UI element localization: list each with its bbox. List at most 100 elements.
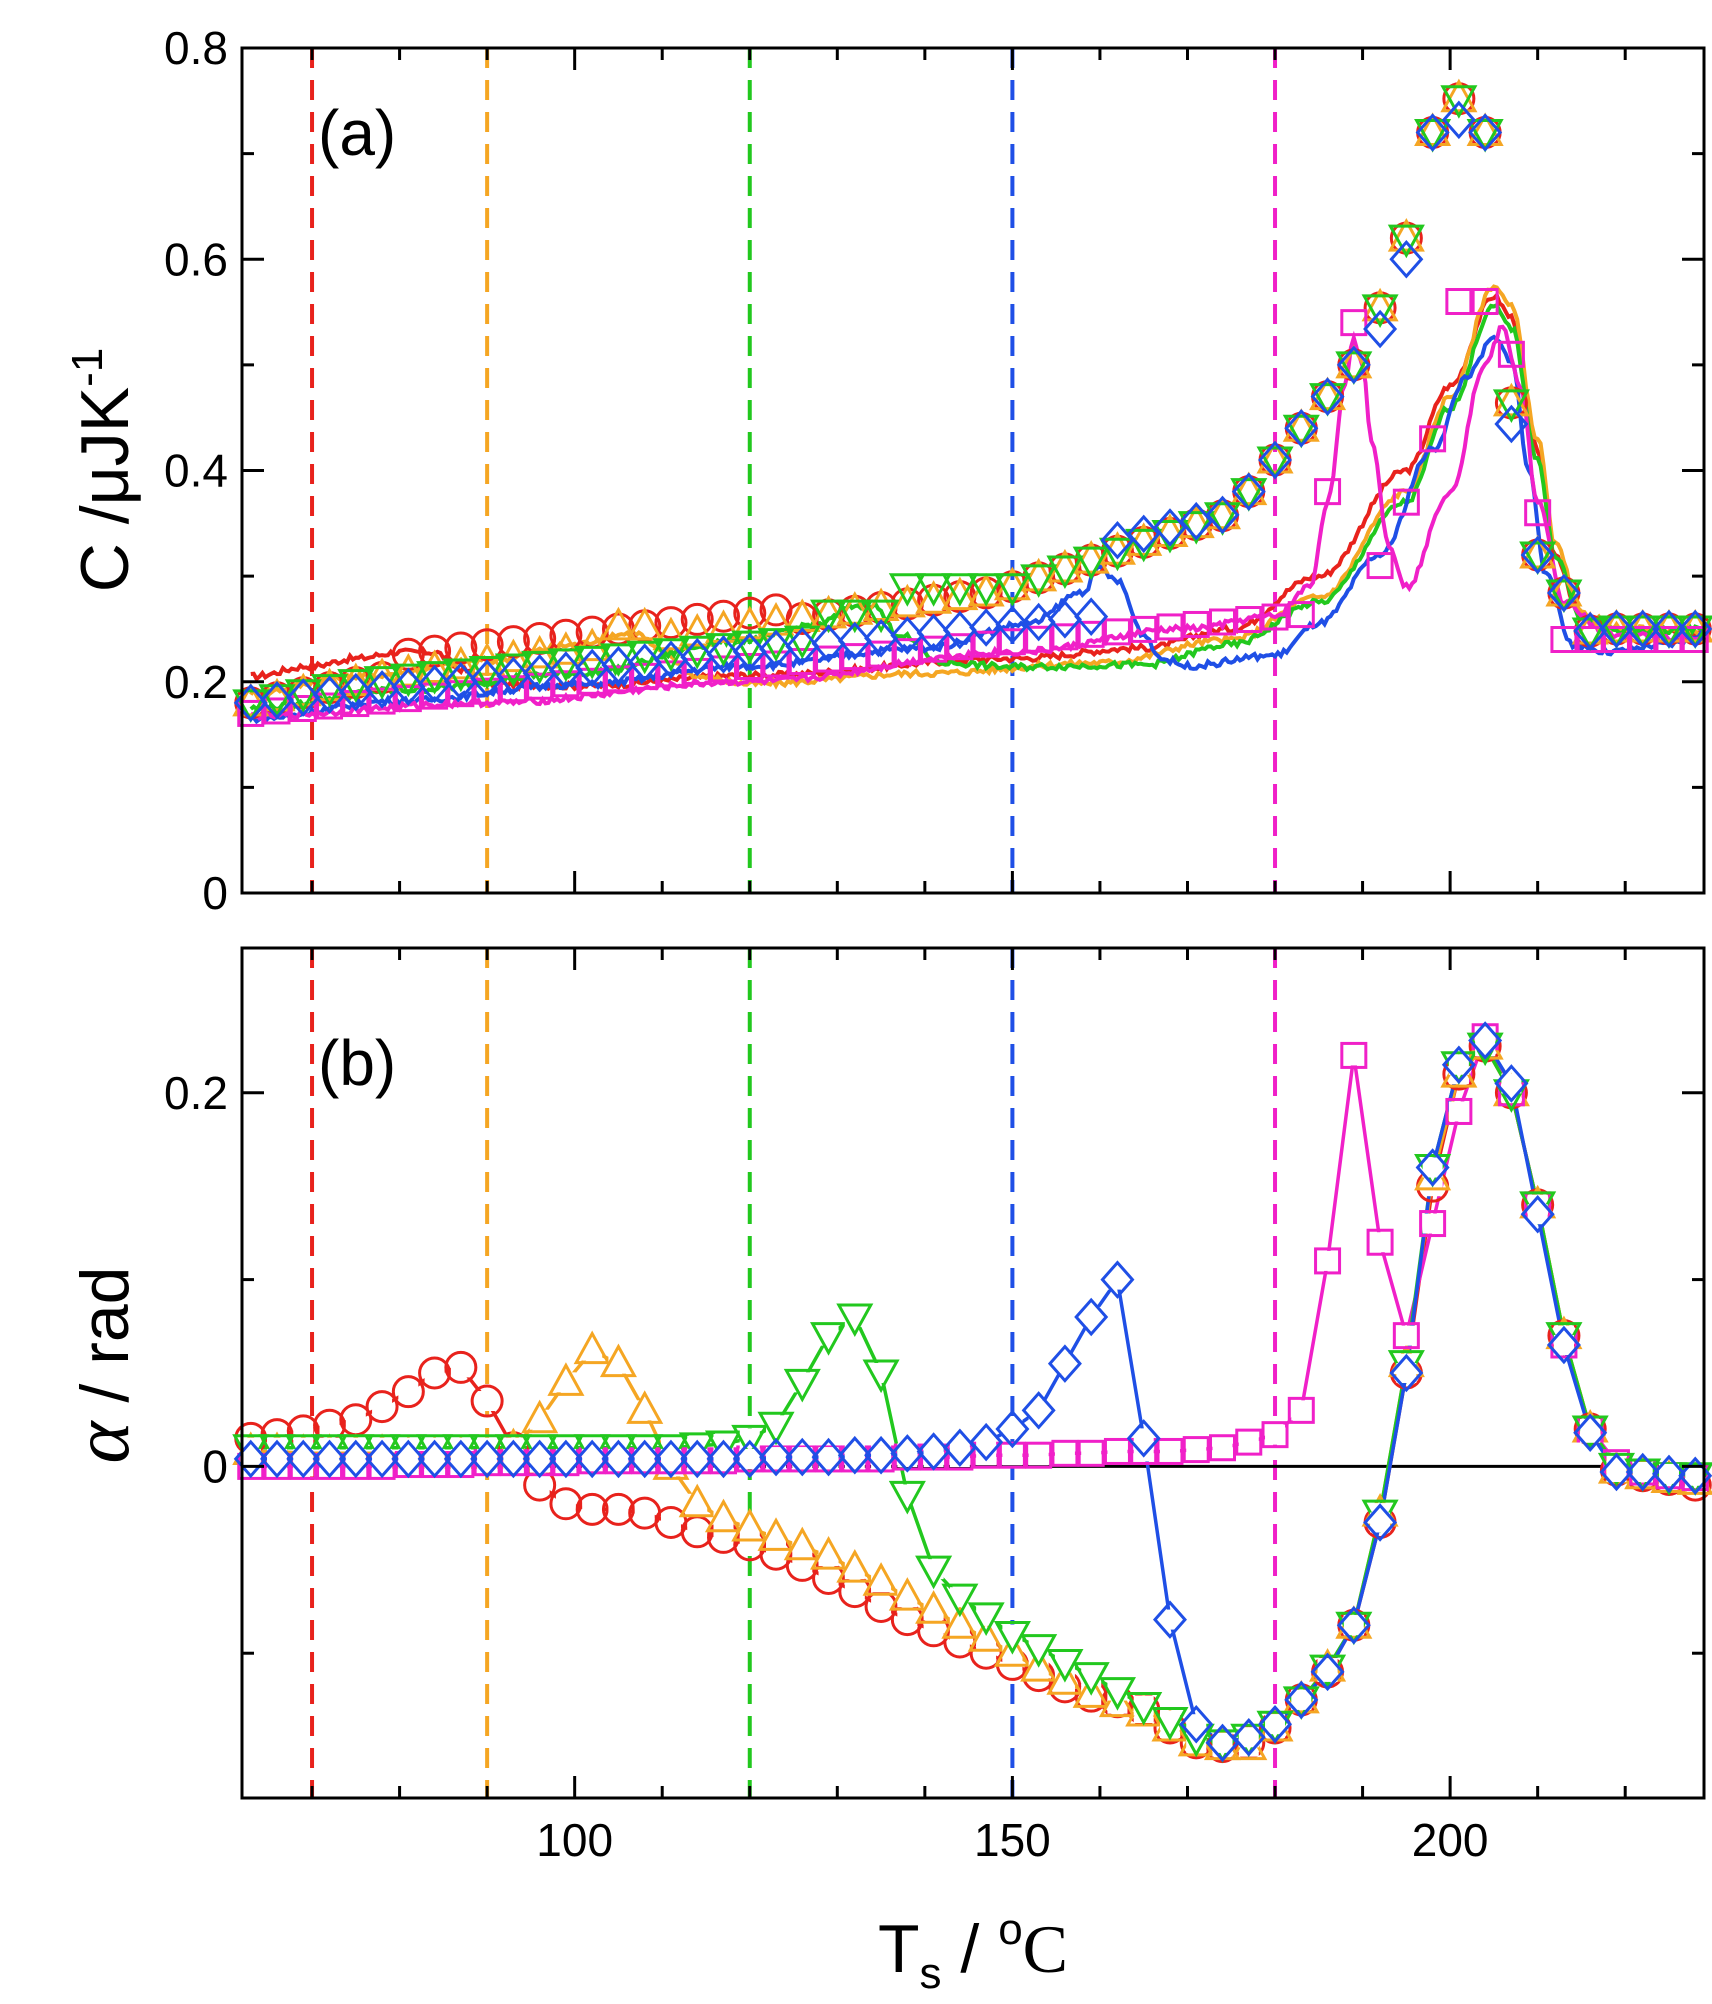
marker-red — [549, 1487, 583, 1521]
marker-knockout — [582, 1448, 603, 1469]
marker-knockout — [1317, 1661, 1338, 1682]
marker-knockout — [398, 1448, 419, 1469]
marker-knockout — [1028, 1445, 1049, 1466]
marker-magenta — [1182, 610, 1210, 638]
marker-blue — [995, 605, 1030, 645]
marker-blue — [1152, 1600, 1187, 1639]
marker-blue — [680, 637, 715, 677]
marker-knockout — [608, 1448, 629, 1469]
marker-knockout — [1081, 1306, 1102, 1327]
marker-green — [1361, 294, 1399, 328]
panel-a-label: (a) — [318, 97, 396, 169]
marker-red — [575, 1492, 609, 1526]
panel-b-y-axis-title-unit: / rad — [67, 1267, 143, 1422]
marker-green — [915, 573, 953, 607]
marker-magenta — [946, 633, 974, 661]
marker-blue — [1389, 239, 1424, 279]
marker-magenta — [1156, 1437, 1184, 1465]
marker-blue — [575, 648, 610, 688]
marker-green — [1282, 414, 1320, 449]
marker-orange — [258, 677, 296, 712]
marker-magenta — [1340, 1041, 1368, 1069]
marker-blue — [496, 656, 531, 696]
marker-knockout — [1186, 1714, 1207, 1735]
marker-orange — [1387, 218, 1425, 252]
marker-magenta — [1550, 626, 1578, 653]
marker-blue — [1310, 377, 1345, 416]
marker-knockout — [319, 1448, 340, 1469]
marker-magenta — [473, 677, 501, 705]
marker-blue — [548, 1439, 583, 1479]
marker-magenta — [998, 1441, 1026, 1469]
marker-knockout — [818, 1568, 839, 1589]
marker-blue — [1021, 602, 1056, 642]
marker-knockout — [818, 1447, 839, 1468]
marker-orange — [1282, 408, 1320, 442]
y-tick-label: 0.2 — [164, 656, 228, 708]
marker-knockout — [1685, 1465, 1706, 1486]
marker-green — [888, 1480, 926, 1515]
marker-magenta — [657, 660, 685, 688]
marker-knockout — [1054, 1443, 1075, 1464]
marker-knockout — [923, 1620, 944, 1641]
marker-green — [941, 1583, 979, 1618]
marker-knockout — [1238, 1432, 1259, 1453]
panel-b-frame — [240, 946, 1706, 1800]
marker-orange — [547, 1362, 585, 1396]
marker-orange — [993, 1633, 1031, 1667]
marker-magenta — [1445, 1097, 1473, 1125]
marker-orange — [1230, 471, 1268, 506]
marker-magenta — [263, 697, 291, 725]
marker-blue — [1310, 1652, 1345, 1692]
marker-blue — [1284, 1680, 1319, 1720]
marker-magenta — [1392, 1322, 1420, 1350]
marker-blue — [1363, 309, 1398, 349]
marker-magenta — [1130, 615, 1158, 643]
marker-blue — [732, 632, 767, 671]
marker-knockout — [713, 1448, 734, 1469]
y-tick-label: 0.8 — [164, 22, 228, 74]
marker-blue — [837, 1435, 872, 1475]
marker-orange — [757, 1517, 795, 1551]
marker-orange — [1545, 572, 1583, 607]
marker-green — [1125, 1692, 1163, 1726]
marker-blue — [312, 675, 347, 715]
marker-blue — [1284, 408, 1319, 448]
marker-blue — [916, 1432, 951, 1471]
panel-a-markers — [232, 78, 1712, 727]
marker-magenta — [1497, 340, 1525, 368]
marker-blue — [864, 1435, 899, 1475]
marker-green — [1624, 615, 1662, 650]
marker-green — [258, 684, 296, 718]
marker-knockout — [477, 1448, 498, 1469]
marker-green — [1309, 383, 1347, 417]
marker-blue — [1599, 1452, 1634, 1492]
marker-blue — [522, 1439, 557, 1479]
marker-magenta — [1077, 620, 1105, 648]
marker-magenta — [421, 682, 449, 710]
marker-blue — [1441, 1045, 1476, 1085]
marker-red — [418, 1356, 452, 1390]
marker-blue — [443, 662, 478, 701]
marker-knockout — [1317, 1250, 1338, 1271]
marker-blue — [969, 1422, 1004, 1462]
marker-magenta — [972, 630, 1000, 658]
marker-magenta — [631, 662, 659, 690]
marker-green — [757, 1411, 795, 1446]
marker-knockout — [398, 1381, 419, 1402]
marker-green — [1545, 579, 1583, 614]
marker-green — [1020, 564, 1058, 598]
marker-orange — [1020, 1648, 1058, 1682]
marker-magenta — [1419, 425, 1447, 453]
marker-magenta — [1524, 499, 1552, 527]
marker-knockout — [424, 1448, 445, 1469]
series-line-red — [250, 1043, 1696, 1749]
marker-knockout — [1133, 1428, 1154, 1449]
marker-orange — [416, 649, 454, 683]
marker-knockout — [1606, 1462, 1627, 1483]
marker-blue — [1205, 495, 1240, 535]
marker-blue — [1021, 1391, 1056, 1430]
marker-orange — [626, 606, 664, 641]
marker-knockout — [1107, 1441, 1128, 1462]
marker-magenta — [1445, 288, 1473, 315]
